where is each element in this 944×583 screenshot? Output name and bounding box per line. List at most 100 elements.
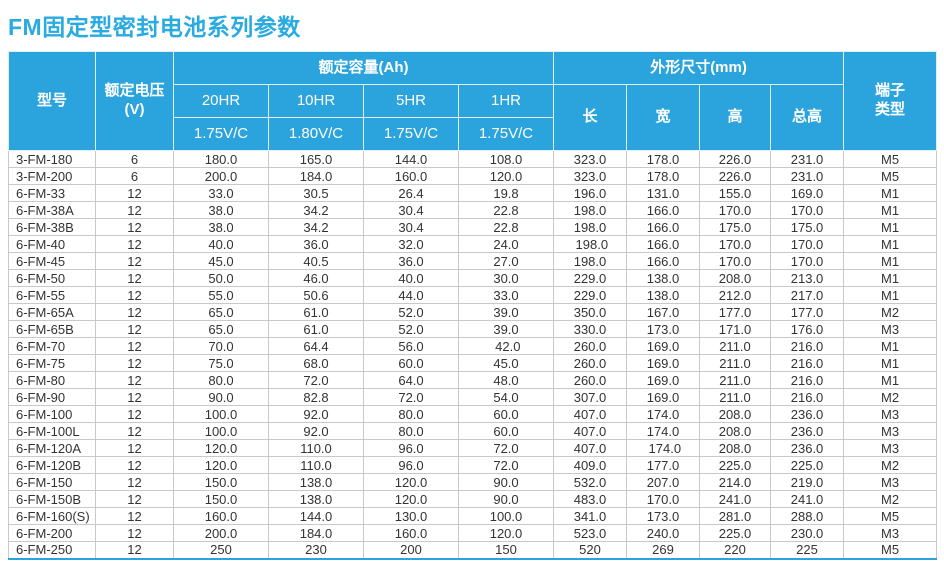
cell-total-height: 219.0 bbox=[769, 473, 845, 491]
cell-height: 208.0 bbox=[699, 405, 771, 423]
cell-length: 198.0 bbox=[553, 235, 627, 253]
table-row: 6-FM-90 12 90.0 82.8 72.0 54.0 307.0 169.0 211.0… bbox=[8, 388, 938, 406]
cell-cap-1hr: 120.0 bbox=[458, 167, 554, 185]
cell-width: 169.0 bbox=[626, 337, 700, 355]
cell-terminal-type: M3 bbox=[843, 524, 938, 542]
table-row: 6-FM-120B 12 120.0 110.0 96.0 72.0 409.0 177.0 2… bbox=[8, 456, 938, 474]
cell-height: 211.0 bbox=[699, 354, 771, 372]
cell-cap-20hr: 250 bbox=[173, 541, 269, 559]
header-total-height: 总高 bbox=[769, 84, 845, 151]
cell-total-height: 216.0 bbox=[769, 388, 845, 406]
cell-voltage: 12 bbox=[95, 490, 174, 508]
header-cap-5hr: 5HR bbox=[363, 84, 459, 118]
cell-cap-20hr: 70.0 bbox=[173, 337, 269, 355]
cell-total-height: 231.0 bbox=[769, 150, 845, 168]
cell-width: 138.0 bbox=[626, 269, 700, 287]
cell-total-height: 217.0 bbox=[769, 286, 845, 304]
cell-length: 198.0 bbox=[553, 201, 627, 219]
cell-total-height: 225.0 bbox=[769, 456, 845, 474]
cell-voltage: 12 bbox=[95, 252, 174, 270]
cell-model: 6-FM-38A bbox=[8, 201, 96, 219]
cell-width: 178.0 bbox=[626, 150, 700, 168]
cell-length: 330.0 bbox=[553, 320, 627, 338]
cell-voltage: 12 bbox=[95, 218, 174, 236]
cell-voltage: 12 bbox=[95, 235, 174, 253]
cell-height: 241.0 bbox=[699, 490, 771, 508]
cell-cap-5hr: 52.0 bbox=[363, 303, 459, 321]
cell-length: 407.0 bbox=[553, 422, 627, 440]
cell-terminal-type: M3 bbox=[843, 405, 938, 423]
cell-width: 178.0 bbox=[626, 167, 700, 185]
cell-total-height: 170.0 bbox=[769, 252, 845, 270]
cell-cap-1hr: 48.0 bbox=[458, 371, 554, 389]
cell-model: 3-FM-180 bbox=[8, 150, 96, 168]
cell-total-height: 231.0 bbox=[769, 167, 845, 185]
cell-width: 207.0 bbox=[626, 473, 700, 491]
cell-voltage: 12 bbox=[95, 439, 174, 457]
cell-length: 323.0 bbox=[553, 167, 627, 185]
cell-terminal-type: M1 bbox=[843, 354, 938, 372]
cell-length: 523.0 bbox=[553, 524, 627, 542]
cell-cap-1hr: 108.0 bbox=[458, 150, 554, 168]
cell-length: 483.0 bbox=[553, 490, 627, 508]
cell-voltage: 12 bbox=[95, 371, 174, 389]
table-row: 6-FM-100L 12 100.0 92.0 80.0 60.0 407.0 174.0 20… bbox=[8, 422, 938, 440]
cell-terminal-type: M2 bbox=[843, 490, 938, 508]
cell-cap-1hr: 42.0 bbox=[458, 337, 554, 355]
cell-cap-1hr: 60.0 bbox=[458, 405, 554, 423]
cell-length: 323.0 bbox=[553, 150, 627, 168]
cell-cap-10hr: 144.0 bbox=[268, 507, 364, 525]
cell-total-height: 236.0 bbox=[769, 422, 845, 440]
cell-height: 208.0 bbox=[699, 422, 771, 440]
cell-cap-1hr: 39.0 bbox=[458, 320, 554, 338]
cell-width: 174.0 bbox=[626, 439, 700, 457]
cell-cap-1hr: 24.0 bbox=[458, 235, 554, 253]
cell-terminal-type: M1 bbox=[843, 201, 938, 219]
cell-cap-10hr: 61.0 bbox=[268, 320, 364, 338]
cell-cap-20hr: 150.0 bbox=[173, 473, 269, 491]
cell-cap-20hr: 80.0 bbox=[173, 371, 269, 389]
cell-height: 208.0 bbox=[699, 439, 771, 457]
cell-model: 6-FM-250 bbox=[8, 541, 96, 559]
cell-total-height: 216.0 bbox=[769, 354, 845, 372]
cell-cap-1hr: 90.0 bbox=[458, 473, 554, 491]
cell-height: 225.0 bbox=[699, 456, 771, 474]
cell-terminal-type: M2 bbox=[843, 303, 938, 321]
header-vc-10hr: 1.80V/C bbox=[268, 117, 364, 151]
cell-width: 173.0 bbox=[626, 507, 700, 525]
cell-length: 196.0 bbox=[553, 184, 627, 202]
cell-length: 409.0 bbox=[553, 456, 627, 474]
cell-model: 3-FM-200 bbox=[8, 167, 96, 185]
cell-voltage: 12 bbox=[95, 337, 174, 355]
header-capacity-group: 额定容量(Ah) bbox=[173, 51, 554, 85]
header-width: 宽 bbox=[626, 84, 700, 151]
cell-length: 407.0 bbox=[553, 439, 627, 457]
cell-width: 169.0 bbox=[626, 388, 700, 406]
cell-total-height: 225 bbox=[769, 541, 845, 559]
cell-length: 198.0 bbox=[553, 218, 627, 236]
cell-cap-20hr: 100.0 bbox=[173, 405, 269, 423]
cell-width: 166.0 bbox=[626, 252, 700, 270]
cell-width: 166.0 bbox=[626, 235, 700, 253]
cell-cap-1hr: 120.0 bbox=[458, 524, 554, 542]
cell-terminal-type: M1 bbox=[843, 252, 938, 270]
cell-cap-20hr: 65.0 bbox=[173, 320, 269, 338]
cell-height: 155.0 bbox=[699, 184, 771, 202]
cell-terminal-type: M5 bbox=[843, 507, 938, 525]
cell-cap-10hr: 110.0 bbox=[268, 439, 364, 457]
cell-terminal-type: M1 bbox=[843, 218, 938, 236]
cell-cap-5hr: 26.4 bbox=[363, 184, 459, 202]
cell-cap-5hr: 120.0 bbox=[363, 473, 459, 491]
cell-model: 6-FM-50 bbox=[8, 269, 96, 287]
cell-total-height: 241.0 bbox=[769, 490, 845, 508]
cell-terminal-type: M5 bbox=[843, 167, 938, 185]
cell-cap-1hr: 90.0 bbox=[458, 490, 554, 508]
cell-cap-10hr: 36.0 bbox=[268, 235, 364, 253]
cell-cap-10hr: 64.4 bbox=[268, 337, 364, 355]
cell-cap-5hr: 64.0 bbox=[363, 371, 459, 389]
cell-total-height: 236.0 bbox=[769, 405, 845, 423]
cell-terminal-type: M5 bbox=[843, 150, 938, 168]
cell-cap-5hr: 80.0 bbox=[363, 405, 459, 423]
cell-height: 212.0 bbox=[699, 286, 771, 304]
cell-cap-1hr: 72.0 bbox=[458, 456, 554, 474]
